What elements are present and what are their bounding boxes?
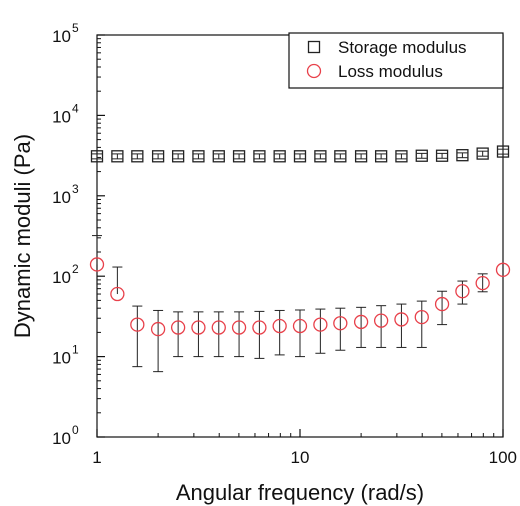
storage-modulus-point xyxy=(273,150,286,163)
loss-modulus-point xyxy=(353,314,369,330)
loss-modulus-point xyxy=(110,286,125,302)
legend-label: Storage modulus xyxy=(338,38,467,57)
storage-modulus-point xyxy=(496,145,510,158)
storage-modulus-point xyxy=(171,150,185,163)
y-tick-label: 10 xyxy=(52,188,71,207)
loss-modulus-point xyxy=(89,257,105,272)
storage-modulus-point xyxy=(232,150,246,163)
x-tick-label: 100 xyxy=(489,448,517,467)
x-axis-title: Angular frequency (rad/s) xyxy=(176,480,424,505)
loss-modulus-point xyxy=(252,320,267,335)
storage-modulus-point xyxy=(456,149,469,162)
y-tick-label: 10 xyxy=(52,268,71,287)
loss-modulus-point xyxy=(475,275,490,291)
loss-modulus-point xyxy=(333,316,348,331)
loss-modulus-point xyxy=(394,312,409,327)
y-tick-exponent: 1 xyxy=(72,343,79,357)
storage-modulus-series xyxy=(90,145,510,163)
storage-modulus-point xyxy=(293,150,307,163)
y-tick-exponent: 4 xyxy=(72,101,79,115)
storage-modulus-point xyxy=(151,150,165,163)
storage-modulus-point xyxy=(253,150,266,163)
loss-modulus-point xyxy=(272,318,287,334)
storage-modulus-point xyxy=(90,150,104,163)
legend-label: Loss modulus xyxy=(338,62,443,81)
storage-modulus-point xyxy=(111,150,124,163)
loss-modulus-point xyxy=(130,317,145,332)
loss-modulus-point xyxy=(292,318,308,334)
x-axis: 1 10 100 xyxy=(92,429,517,467)
data-series xyxy=(89,145,511,373)
loss-modulus-point xyxy=(211,320,226,335)
y-tick-exponent: 5 xyxy=(72,21,79,35)
x-tick-label: 10 xyxy=(291,448,310,467)
storage-modulus-point xyxy=(212,150,225,163)
plot-frame xyxy=(96,34,504,438)
y-axis-title: Dynamic moduli (Pa) xyxy=(10,134,35,338)
loss-modulus-point xyxy=(434,296,450,312)
y-tick-exponent: 2 xyxy=(72,262,79,276)
loss-modulus-point xyxy=(170,320,186,335)
storage-modulus-point xyxy=(435,149,449,162)
storage-modulus-point xyxy=(476,147,489,160)
storage-modulus-point xyxy=(192,150,205,163)
loss-modulus-point xyxy=(414,309,429,325)
legend-square-icon xyxy=(307,40,321,54)
plot-area xyxy=(96,34,504,438)
storage-modulus-point xyxy=(314,150,327,163)
y-tick-exponent: 0 xyxy=(72,423,79,437)
legend: Storage modulus Loss modulus xyxy=(288,32,504,89)
loss-modulus-point xyxy=(150,321,166,337)
loss-modulus-series xyxy=(89,235,511,373)
y-tick-label: 10 xyxy=(52,349,71,368)
loss-modulus-point xyxy=(191,320,206,335)
loss-modulus-point xyxy=(313,317,328,332)
storage-modulus-point xyxy=(415,149,428,162)
loss-modulus-point xyxy=(231,320,247,335)
storage-modulus-point xyxy=(395,150,408,163)
x-tick-label: 1 xyxy=(92,448,101,467)
y-tick-exponent: 3 xyxy=(72,182,79,196)
y-tick-label: 10 xyxy=(52,429,71,448)
y-tick-label: 10 xyxy=(52,27,71,46)
loss-modulus-point xyxy=(495,262,511,277)
y-tick-label: 10 xyxy=(52,107,71,126)
loss-modulus-point xyxy=(373,313,389,328)
storage-modulus-point xyxy=(354,150,368,163)
loss-modulus-point xyxy=(455,284,470,299)
legend-box xyxy=(288,32,504,89)
legend-circle-icon xyxy=(306,63,322,79)
storage-modulus-point xyxy=(374,150,388,163)
storage-modulus-point xyxy=(131,150,144,163)
storage-modulus-point xyxy=(334,150,347,163)
